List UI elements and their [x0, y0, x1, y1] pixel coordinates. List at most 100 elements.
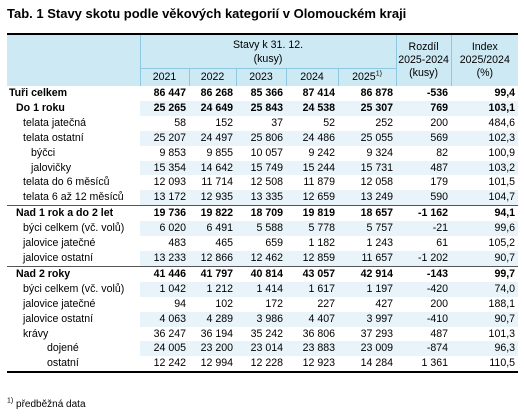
- table-row: jalovičky 15 354 14 642 15 749 15 244 15 731 4…: [7, 160, 519, 176]
- row-value: 86 878: [360, 87, 394, 99]
- row-value: 105,2: [488, 237, 516, 250]
- row-value: 1 617: [286, 281, 338, 297]
- row-value: 25 207: [140, 130, 189, 146]
- row-value: 99,4: [494, 87, 516, 99]
- row-value: 13 335: [236, 190, 286, 206]
- row-value: -410: [396, 311, 452, 327]
- row-value: 42 914: [338, 265, 397, 282]
- footnote-text: předběžná data: [16, 399, 86, 410]
- row-value: 24 005: [140, 341, 189, 357]
- row-value: 12 994: [189, 356, 236, 374]
- row-value: 24 486: [286, 130, 338, 146]
- row-value: 1 243: [366, 237, 394, 250]
- header-year-2025: 20251): [338, 68, 397, 86]
- row-value: 13 172: [140, 190, 189, 206]
- row-value: 10 057: [250, 146, 283, 159]
- row-value: 9 242: [308, 146, 335, 159]
- table-row: jalovice jatečné 483 465 659 1 182 1 243 61 105…: [7, 236, 518, 251]
- row-value: 90,7: [451, 311, 519, 327]
- row-value: 19 819: [286, 205, 338, 222]
- row-value: 569: [396, 130, 452, 146]
- table-row: ostatní 12 242 12 994 12 228 12 923 14 284 1 3…: [7, 356, 519, 374]
- row-value: 104,7: [451, 190, 519, 206]
- row-label: dojené: [47, 342, 79, 355]
- table-row: telata do 6 měsíců 12 093 11 714 12 508 11 8…: [7, 175, 518, 190]
- row-value: 61: [436, 237, 449, 250]
- row-value: 4 289: [189, 311, 236, 327]
- row-value: 200: [430, 297, 449, 310]
- row-value: 1 414: [236, 281, 286, 297]
- row-value: 103,2: [451, 160, 519, 176]
- row-value: 9 324: [366, 146, 394, 159]
- row-value: 6 491: [189, 221, 236, 237]
- row-value: 12 859: [286, 250, 338, 267]
- row-value: 484,6: [488, 116, 516, 129]
- table-row: telata ostatní 25 207 24 497 25 806 24 486 25…: [7, 130, 519, 146]
- row-value: 23 883: [286, 341, 338, 357]
- header-group: Stavy k 31. 12. (kusy): [139, 33, 397, 69]
- row-value: 94: [174, 297, 186, 310]
- row-value: 24 497: [189, 130, 236, 146]
- row-value: 35 242: [250, 327, 283, 340]
- row-value: 487: [430, 327, 449, 340]
- row-label: býčci: [31, 146, 56, 159]
- row-label: Do 1 roku: [16, 101, 65, 114]
- header-group-unit: (kusy): [253, 52, 283, 65]
- table-row: telata jatečná 58 152 37 52 252 200 484,6: [7, 116, 518, 131]
- row-value: 24 649: [189, 100, 236, 116]
- row-value: 52: [323, 116, 335, 129]
- row-label: telata do 6 měsíců: [23, 176, 110, 189]
- row-value: 102: [215, 297, 233, 310]
- row-value: 1 361: [396, 356, 452, 374]
- table-row: jalovice jatečné 94 102 172 227 427 200 188,1: [7, 297, 518, 312]
- row-value: -143: [396, 265, 452, 282]
- livestock-table: Stavy k 31. 12. (kusy) Rozdíl 2025-2024 …: [7, 33, 519, 374]
- row-value: 1 182: [308, 237, 335, 250]
- footnote-ref: 1): [375, 70, 382, 78]
- footnote-mark: 1): [7, 397, 14, 405]
- row-label: býci celkem (vč. volů): [23, 222, 125, 235]
- row-value: 12 923: [286, 356, 338, 374]
- table-row: jalovice ostatní 4 063 4 289 3 986 4 407 3 99…: [7, 311, 519, 327]
- row-value: 1 197: [338, 281, 397, 297]
- row-value: 25 265: [140, 100, 189, 116]
- header-diff-label: Rozdíl: [408, 41, 439, 53]
- row-label: jalovice ostatní: [23, 251, 94, 264]
- row-value: 3 997: [338, 311, 397, 327]
- row-value: 200: [430, 116, 449, 129]
- row-value: 179: [430, 176, 449, 189]
- row-value: 15 731: [338, 160, 397, 176]
- header-diff-period: 2025-2024: [398, 54, 449, 66]
- table-row: býci celkem (vč. volů) 1 042 1 212 1 414 1 6…: [7, 281, 519, 297]
- table-row: krávy 36 247 36 194 35 242 36 806 37 293 487 10…: [7, 327, 518, 342]
- row-value: 465: [215, 237, 233, 250]
- header-corner-2: [7, 68, 140, 86]
- row-value: 23 009: [338, 341, 397, 357]
- row-label: krávy: [23, 327, 49, 340]
- row-value: -420: [396, 281, 452, 297]
- row-value: 86 447: [153, 87, 186, 99]
- row-value: 188,1: [488, 297, 516, 310]
- row-value: 15 749: [236, 160, 286, 176]
- row-value: 25 307: [338, 100, 397, 116]
- row-value: -1 162: [396, 205, 452, 222]
- table-row: Nad 2 roky 41 446 41 797 40 814 43 057 42 914…: [7, 265, 519, 282]
- row-value: 3 986: [236, 311, 286, 327]
- header-year: 2023: [236, 68, 287, 86]
- row-value: 19 736: [140, 205, 189, 222]
- header-index-period: 2025/2024: [459, 54, 510, 66]
- header-year: 2021: [139, 68, 190, 86]
- row-label: býci celkem (vč. volů): [23, 282, 125, 295]
- row-value: 23 014: [236, 341, 286, 357]
- row-value: 90,7: [451, 250, 519, 267]
- header-year: 2022: [189, 68, 237, 86]
- row-value: 23 200: [189, 341, 236, 357]
- table-row: telata 6 až 12 měsíců 13 172 12 935 13 335 1…: [7, 190, 519, 206]
- row-value: 12 242: [140, 356, 189, 374]
- row-value: 100,9: [488, 146, 516, 159]
- row-value: 58: [174, 116, 186, 129]
- row-value: 769: [396, 100, 452, 116]
- table-row: dojené 24 005 23 200 23 014 23 883 23 009 -874…: [7, 341, 519, 357]
- table-title: Tab. 1 Stavy skotu podle věkových katego…: [7, 6, 407, 21]
- row-value: 590: [396, 190, 452, 206]
